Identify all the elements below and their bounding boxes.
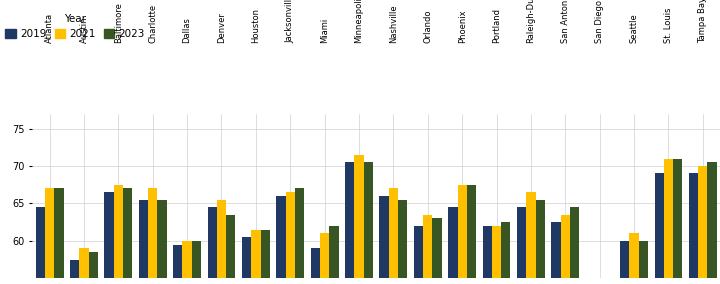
Bar (561, 215, 570, 284)
Bar (414, 226, 423, 284)
Bar (148, 189, 158, 284)
Bar (595, 282, 604, 284)
Bar (192, 241, 201, 284)
Bar (261, 230, 270, 284)
Bar (114, 185, 123, 284)
Bar (217, 200, 226, 284)
Bar (604, 282, 613, 284)
Bar (552, 222, 561, 284)
Bar (689, 174, 698, 284)
Bar (673, 158, 683, 284)
Bar (364, 162, 373, 284)
Bar (629, 233, 639, 284)
Bar (389, 189, 398, 284)
Bar (45, 189, 54, 284)
Bar (329, 226, 338, 284)
Bar (311, 248, 320, 284)
Bar (698, 166, 708, 284)
Bar (492, 226, 501, 284)
Bar (379, 196, 389, 284)
Bar (536, 200, 545, 284)
Bar (207, 207, 217, 284)
Legend: 2019, 2021, 2023: 2019, 2021, 2023 (5, 14, 145, 39)
Bar (457, 185, 467, 284)
Bar (286, 192, 295, 284)
Bar (664, 158, 673, 284)
Bar (398, 200, 408, 284)
Bar (158, 200, 166, 284)
Bar (449, 207, 457, 284)
Bar (482, 226, 492, 284)
Bar (467, 185, 476, 284)
Bar (433, 218, 441, 284)
Bar (226, 215, 235, 284)
Bar (182, 241, 192, 284)
Bar (620, 241, 629, 284)
Bar (139, 200, 148, 284)
Bar (251, 230, 261, 284)
Bar (345, 162, 354, 284)
Bar (70, 260, 79, 284)
Bar (89, 252, 98, 284)
Bar (174, 245, 182, 284)
Bar (123, 189, 132, 284)
Bar (654, 174, 664, 284)
Bar (354, 155, 364, 284)
Bar (242, 237, 251, 284)
Bar (79, 248, 89, 284)
Bar (36, 207, 45, 284)
Bar (570, 207, 579, 284)
Bar (639, 241, 648, 284)
Bar (423, 215, 433, 284)
Bar (54, 189, 63, 284)
Bar (517, 207, 526, 284)
Bar (276, 196, 286, 284)
Bar (501, 222, 510, 284)
Bar (320, 233, 329, 284)
Bar (708, 162, 716, 284)
Bar (526, 192, 536, 284)
Bar (104, 192, 114, 284)
Bar (295, 189, 304, 284)
